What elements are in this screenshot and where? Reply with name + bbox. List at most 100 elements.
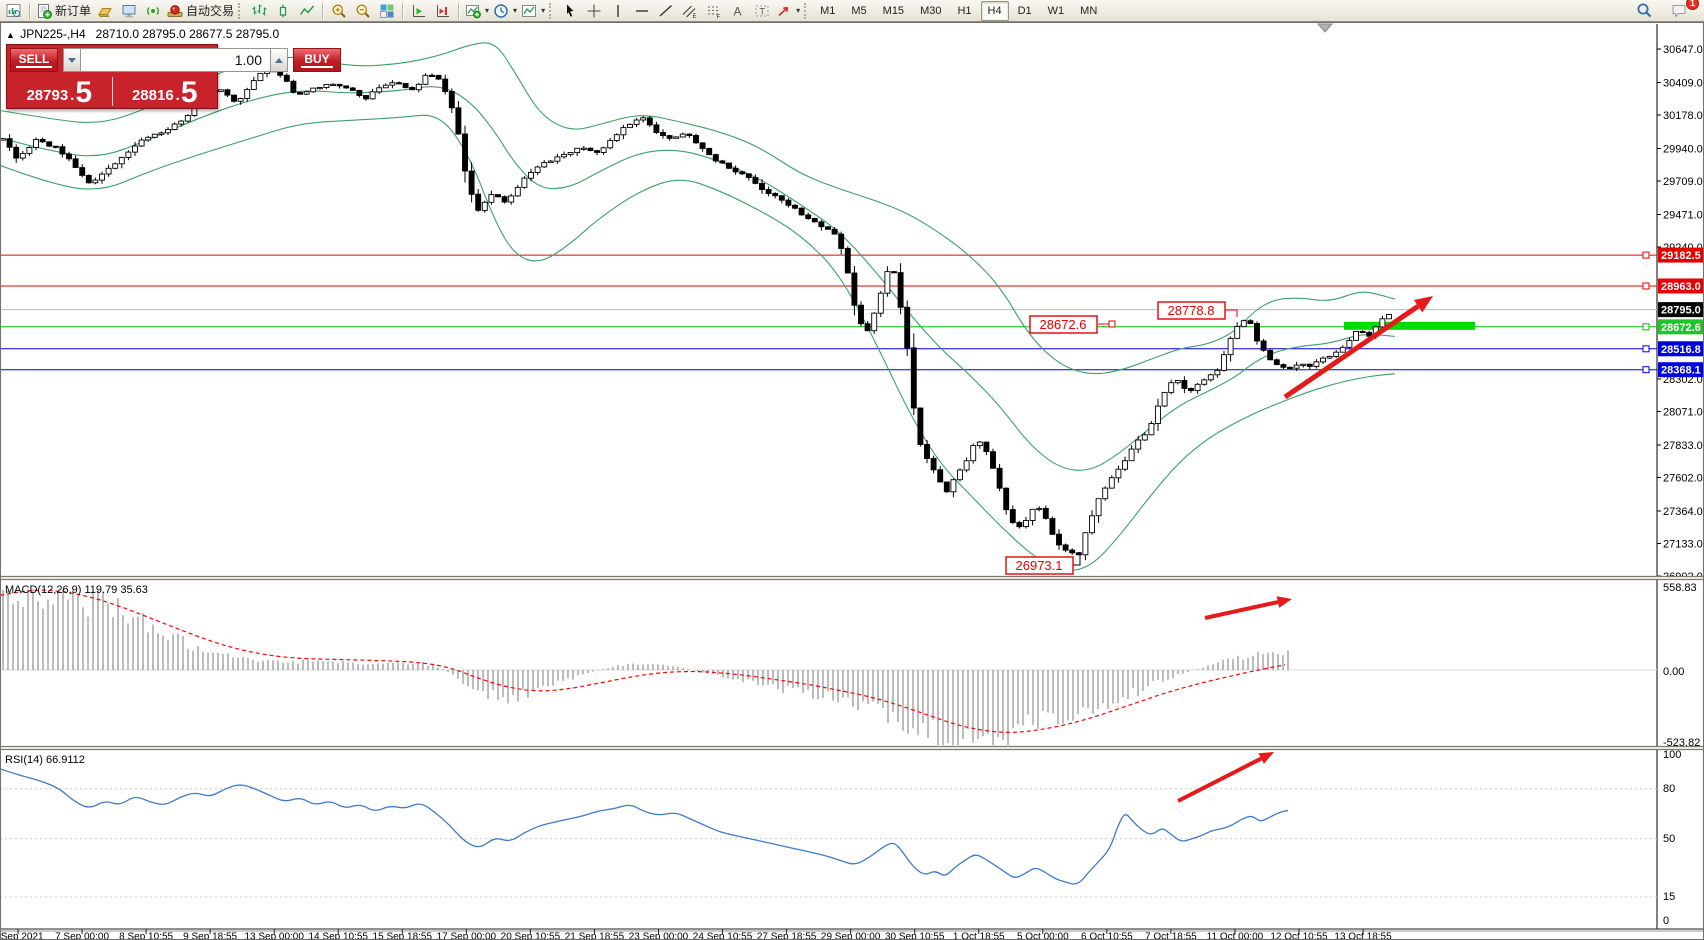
line-chart-button[interactable] <box>295 1 319 21</box>
macd-scale-label: 0.00 <box>1663 666 1684 678</box>
level-axis-label: 28795.0 <box>1661 305 1701 317</box>
text-tool-button[interactable]: A <box>726 1 750 21</box>
macd-histogram <box>2 589 1289 746</box>
new-order-icon <box>36 3 52 19</box>
signals-button[interactable] <box>141 1 165 21</box>
crosshair-tool-button[interactable] <box>582 1 606 21</box>
autotrade-button[interactable]: 自动交易 <box>165 1 236 21</box>
collapse-arrow-icon[interactable]: ▲ <box>6 30 15 40</box>
channel-tool-button[interactable]: E <box>678 1 702 21</box>
dropdown-caret-icon: ▾ <box>541 6 546 15</box>
level-handle[interactable] <box>1642 282 1650 290</box>
price-tick-label: 29709.0 <box>1663 176 1703 188</box>
time-tick-label: 11 Oct 00:00 <box>1207 932 1264 940</box>
new-chart-button[interactable]: ▾ <box>463 1 491 21</box>
candlestick-chart-button[interactable] <box>271 1 295 21</box>
sell-button[interactable]: SELL <box>10 48 58 72</box>
buy-button[interactable]: BUY <box>293 48 341 72</box>
toolbar-separator <box>322 2 325 19</box>
red-arrow[interactable] <box>1204 600 1279 620</box>
clock-icon <box>493 3 509 19</box>
arrows-tool-button[interactable]: ▾ <box>774 1 802 21</box>
pane-splitter[interactable] <box>0 576 1704 580</box>
green-zone-bar[interactable] <box>1344 321 1475 330</box>
annotation-price-text[interactable]: 28778.8 <box>1168 303 1215 318</box>
buy-price-dot: . <box>175 87 180 104</box>
fibonacci-tool-button[interactable]: F <box>702 1 726 21</box>
label-tool-button[interactable]: T <box>750 1 774 21</box>
level-handle[interactable] <box>1642 366 1650 374</box>
toolbar-grip <box>804 2 809 19</box>
dropdown-caret-icon: ▾ <box>485 6 490 15</box>
timeframe-W1[interactable]: W1 <box>1047 4 1065 17</box>
timeframe-D1[interactable]: D1 <box>1017 4 1032 17</box>
red-arrow-head[interactable] <box>1276 596 1292 608</box>
candles <box>0 66 1392 561</box>
timeframe-group: M1 M5 M15 M30 H1 H4 D1 W1 MN <box>813 0 1104 21</box>
annotation-price-box[interactable] <box>1029 315 1098 334</box>
timeframe-MN[interactable]: MN <box>1080 4 1098 17</box>
svg-text:F: F <box>717 14 721 19</box>
timeframe-M5[interactable]: M5 <box>851 4 867 17</box>
price-tick-label: 30178.0 <box>1663 110 1703 122</box>
charts-panel-button[interactable] <box>2 1 26 21</box>
annotation-handle[interactable] <box>1108 320 1116 328</box>
notifications-button[interactable]: 1 <box>1668 0 1699 21</box>
search-button[interactable] <box>1632 1 1656 21</box>
red-arrow-head[interactable] <box>1413 296 1433 313</box>
price-tick-label: 29940.0 <box>1663 143 1703 155</box>
annotation-price-text[interactable]: 26973.1 <box>1016 558 1063 573</box>
time-tick-label: 8 Sep 10:55 <box>119 932 173 940</box>
price-tick-label: 30409.0 <box>1663 77 1703 89</box>
red-arrow[interactable] <box>1177 756 1263 803</box>
zoom-out-button[interactable] <box>351 1 375 21</box>
sell-price[interactable]: 28793. 5 <box>7 75 112 108</box>
timeframe-M30[interactable]: M30 <box>920 4 942 17</box>
red-arrow[interactable] <box>1283 304 1420 400</box>
annotation-price-box[interactable] <box>1157 301 1226 320</box>
chart-shift-marker[interactable] <box>1316 23 1334 33</box>
volume-input[interactable] <box>81 48 270 72</box>
annotation-price-text[interactable]: 28672.6 <box>1040 317 1087 332</box>
annotation-price-box[interactable] <box>1005 556 1074 575</box>
chart-canvas[interactable]: 30647.0 30409.0 30178.0 29940.0 29709.0 29471… <box>0 22 1704 940</box>
volume-increase-button[interactable] <box>270 48 288 72</box>
buy-price[interactable]: 28816. 5 <box>113 75 218 108</box>
bar-chart-button[interactable] <box>247 1 271 21</box>
volume-decrease-button[interactable] <box>63 48 81 72</box>
svg-text:T: T <box>760 6 766 16</box>
tile-windows-button[interactable] <box>375 1 399 21</box>
cursor-icon <box>562 3 578 19</box>
level-handle[interactable] <box>1642 251 1650 259</box>
timeframe-M1[interactable]: M1 <box>820 4 836 17</box>
chart-shift-button[interactable] <box>431 1 455 21</box>
zoom-in-button[interactable] <box>327 1 351 21</box>
horizontal-line-tool-button[interactable] <box>630 1 654 21</box>
price-tick-label: 29471.0 <box>1663 209 1703 221</box>
dropdown-caret-icon: ▾ <box>513 6 518 15</box>
time-tick-label: 27 Sep 18:55 <box>757 932 817 940</box>
timeframe-M15[interactable]: M15 <box>882 4 905 17</box>
macd-signal-line <box>0 589 1286 733</box>
trendline-tool-button[interactable] <box>654 1 678 21</box>
time-tick-label: 13 Sep 00:00 <box>244 932 304 940</box>
level-handle[interactable] <box>1642 323 1650 331</box>
expert-advisors-button[interactable] <box>117 1 141 21</box>
level-handle[interactable] <box>1642 345 1650 353</box>
price-divider <box>111 77 113 106</box>
new-order-button[interactable]: 新订单 <box>34 1 93 21</box>
auto-scroll-button[interactable] <box>407 1 431 21</box>
red-arrow-head[interactable] <box>1258 752 1274 764</box>
time-tick-label: 7 Oct 18:55 <box>1145 932 1197 940</box>
vertical-line-tool-button[interactable] <box>606 1 630 21</box>
marketwatch-button[interactable] <box>93 1 117 21</box>
level-axis-label: 28368.1 <box>1661 365 1701 377</box>
macd-scale-label: -523.82 <box>1663 737 1700 749</box>
timeframe-H4[interactable]: H4 <box>980 0 1009 21</box>
templates-button[interactable]: ▾ <box>519 1 547 21</box>
pane-splitter[interactable] <box>0 746 1704 750</box>
periodicity-button[interactable]: ▾ <box>491 1 519 21</box>
main-toolbar: 新订单 自动交易 ▾ ▾ ▾ E F A T ▾ M1 M5 M15 M30 H1 H4 D… <box>0 0 1704 22</box>
cursor-tool-button[interactable] <box>558 1 582 21</box>
timeframe-H1[interactable]: H1 <box>957 4 972 17</box>
